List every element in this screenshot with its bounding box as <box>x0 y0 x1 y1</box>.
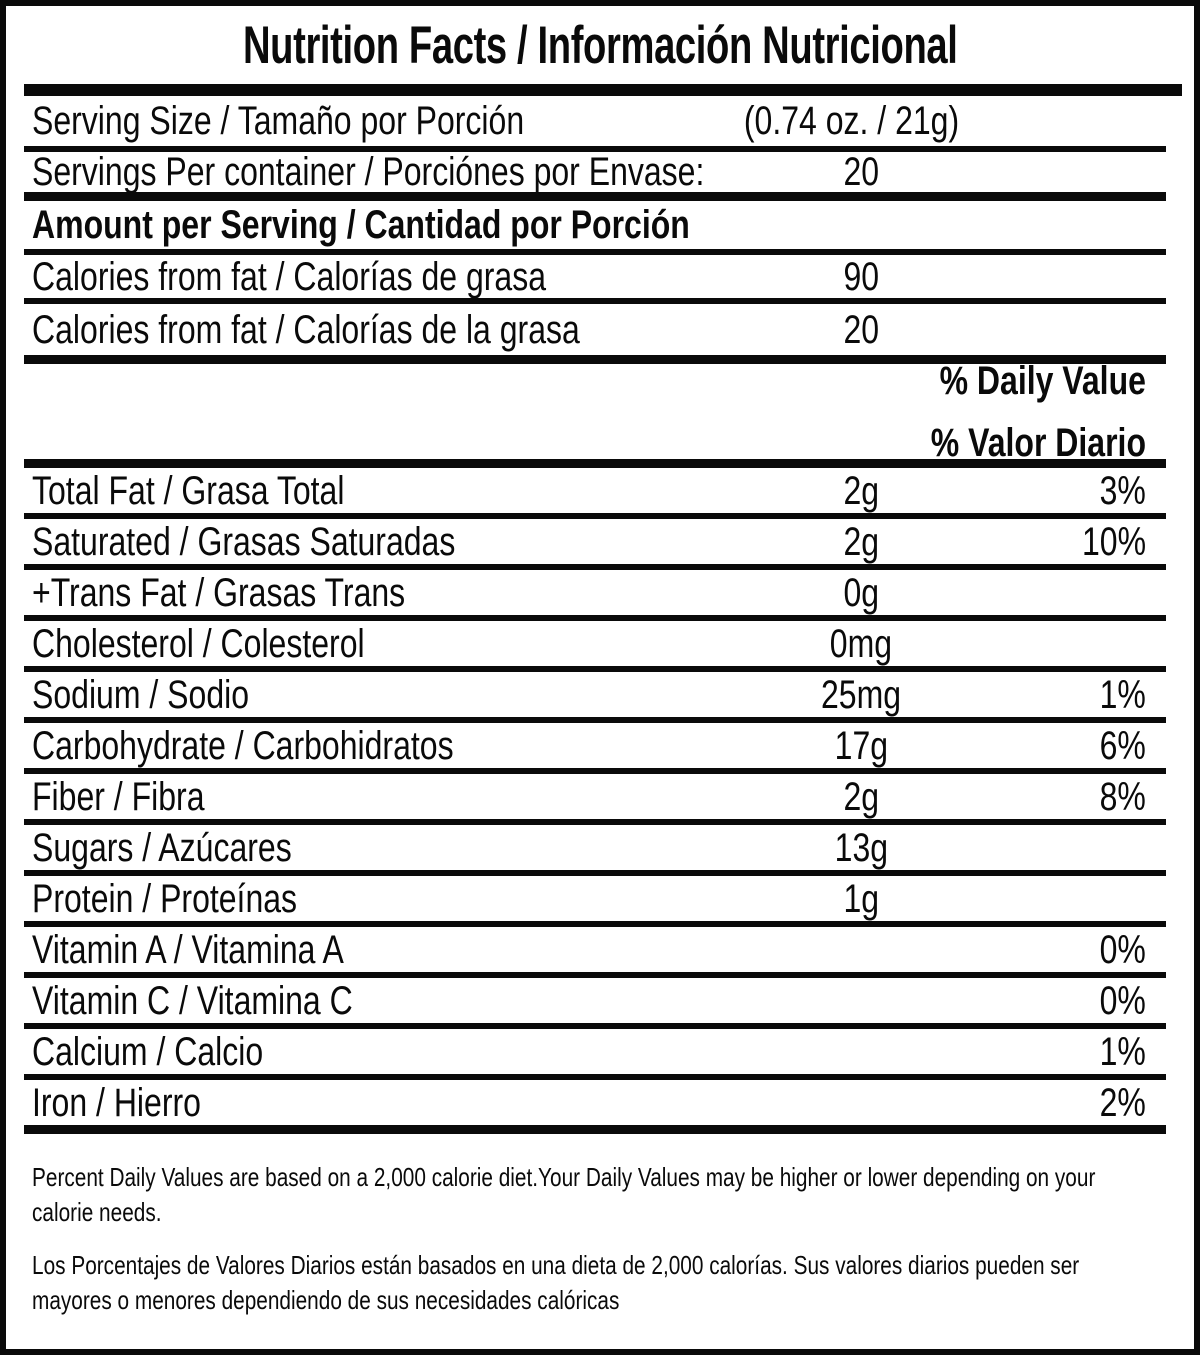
calories-value: 90 <box>843 254 879 299</box>
footnote-spanish: Los Porcentajes de Valores Diarios están… <box>32 1248 1158 1318</box>
nutrient-amount: 1g <box>843 876 879 921</box>
label-header: Nutrition Facts / Información Nutriciona… <box>6 6 1194 84</box>
nutrient-amount: 2g <box>843 468 879 513</box>
calories-label-cell: Calories from fat / Calorías de grasa <box>24 257 736 297</box>
serving-size-label-cell: Serving Size / Tamaño por Porción <box>24 101 717 141</box>
nutrient-row-sodium: Sodium / Sodio 25mg 1% <box>24 672 1166 723</box>
nutrient-label: Vitamin A / Vitamina A <box>32 927 344 972</box>
nutrient-row-carbohydrate: Carbohydrate / Carbohidratos 17g 6% <box>24 723 1166 774</box>
nutrient-row-sugars: Sugars / Azúcares 13g <box>24 825 1166 876</box>
nutrient-row-fiber: Fiber / Fibra 2g 8% <box>24 774 1166 825</box>
nutrient-label: Calcium / Calcio <box>32 1029 264 1074</box>
serving-size-label: Serving Size / Tamaño por Porción <box>32 99 525 143</box>
nutrient-label: Fiber / Fibra <box>32 774 205 819</box>
nutrient-amount: 13g <box>834 825 888 870</box>
servings-label: Servings Per container / Porciónes por E… <box>32 150 705 194</box>
amount-per-serving-cell: Amount per Serving / Cantidad por Porció… <box>24 205 1166 245</box>
serving-size-value: (0.74 oz. / 21g) <box>743 99 960 143</box>
nutrient-label: Sugars / Azúcares <box>32 825 292 870</box>
nutrient-amount: 17g <box>834 723 888 768</box>
title-divider-bar <box>24 84 1182 96</box>
nutrient-row-calcium: Calcium / Calcio 1% <box>24 1029 1166 1080</box>
nutrient-label: Total Fat / Grasa Total <box>32 468 345 513</box>
calories-row: Calories from fat / Calorías de grasa 90 <box>24 255 1166 304</box>
nutrient-row-trans-fat: +Trans Fat / Grasas Trans 0g <box>24 570 1166 621</box>
nutrient-row-iron: Iron / Hierro 2% <box>24 1080 1166 1134</box>
serving-size-value-cell: (0.74 oz. / 21g) <box>717 101 986 141</box>
label-title: Nutrition Facts / Información Nutriciona… <box>242 15 958 75</box>
footnote-spanish-line-1: Los Porcentajes de Valores Diarios están… <box>32 1250 1080 1280</box>
nutrient-row-vitamin-a: Vitamin A / Vitamina A 0% <box>24 927 1166 978</box>
calories-label: Calories from fat / Calorías de grasa <box>32 254 546 299</box>
nutrient-amount: 2g <box>843 774 879 819</box>
nutrient-label: Protein / Proteínas <box>32 876 298 921</box>
nutrient-label: Carbohydrate / Carbohidratos <box>32 723 454 768</box>
nutrient-row-total-fat: Total Fat / Grasa Total 2g 3% <box>24 468 1166 519</box>
calories-from-fat-row: Calories from fat / Calorías de la grasa… <box>24 304 1166 364</box>
daily-value-header-es: % Valor Diario <box>930 420 1146 465</box>
servings-value: 20 <box>843 150 879 194</box>
nutrient-dv: 6% <box>1099 723 1146 768</box>
nutrient-label: +Trans Fat / Grasas Trans <box>32 570 406 615</box>
nutrient-row-saturated-fat: Saturated / Grasas Saturadas 2g 10% <box>24 519 1166 570</box>
nutrient-dv: 2% <box>1099 1080 1146 1125</box>
footnote-english-line-2: calorie needs. <box>32 1197 162 1227</box>
serving-size-row: Serving Size / Tamaño por Porción (0.74 … <box>24 96 1166 152</box>
calories-fat-label-cell: Calories from fat / Calorías de la grasa <box>24 310 736 350</box>
nutrient-label: Cholesterol / Colesterol <box>32 621 365 666</box>
calories-fat-value-cell: 20 <box>736 310 986 350</box>
nutrient-amount: 0mg <box>829 621 893 666</box>
daily-value-header-block: % Daily Value % Valor Diario <box>24 358 1166 468</box>
nutrient-dv: 1% <box>1099 1029 1146 1074</box>
nutrient-dv: 0% <box>1099 978 1146 1023</box>
calories-value-cell: 90 <box>736 257 986 297</box>
nutrient-label: Saturated / Grasas Saturadas <box>32 519 456 564</box>
nutrient-amount: 25mg <box>820 672 902 717</box>
nutrient-row-protein: Protein / Proteínas 1g <box>24 876 1166 927</box>
nutrient-dv: 0% <box>1099 927 1146 972</box>
nutrient-label: Vitamin C / Vitamina C <box>32 978 353 1023</box>
nutrient-label: Sodium / Sodio <box>32 672 250 717</box>
servings-label-cell: Servings Per container / Porciónes por E… <box>24 152 736 192</box>
footnote-english: Percent Daily Values are based on a 2,00… <box>32 1160 1158 1230</box>
nutrient-row-vitamin-c: Vitamin C / Vitamina C 0% <box>24 978 1166 1029</box>
servings-per-container-row: Servings Per container / Porciónes por E… <box>24 152 1166 201</box>
footnotes: Percent Daily Values are based on a 2,00… <box>24 1160 1158 1318</box>
nutrient-dv: 8% <box>1099 774 1146 819</box>
daily-value-header-en: % Daily Value <box>939 358 1146 403</box>
nutrient-amount: 0g <box>843 570 879 615</box>
amount-per-serving-header-row: Amount per Serving / Cantidad por Porció… <box>24 201 1166 255</box>
footnote-spanish-line-2: mayores o menores dependiendo de sus nec… <box>32 1285 620 1315</box>
nutrient-row-cholesterol: Cholesterol / Colesterol 0mg <box>24 621 1166 672</box>
nutrient-dv: 10% <box>1081 519 1146 564</box>
servings-value-cell: 20 <box>736 152 986 192</box>
nutrient-dv: 3% <box>1099 468 1146 513</box>
calories-fat-value: 20 <box>843 307 879 352</box>
nutrient-dv: 1% <box>1099 672 1146 717</box>
footnote-english-line-1: Percent Daily Values are based on a 2,00… <box>32 1162 1096 1192</box>
label-body: Serving Size / Tamaño por Porción (0.74 … <box>24 96 1166 1134</box>
amount-per-serving-header: Amount per Serving / Cantidad por Porció… <box>32 203 690 247</box>
nutrient-amount: 2g <box>843 519 879 564</box>
nutrient-label: Iron / Hierro <box>32 1080 201 1125</box>
calories-fat-label: Calories from fat / Calorías de la grasa <box>32 307 580 352</box>
